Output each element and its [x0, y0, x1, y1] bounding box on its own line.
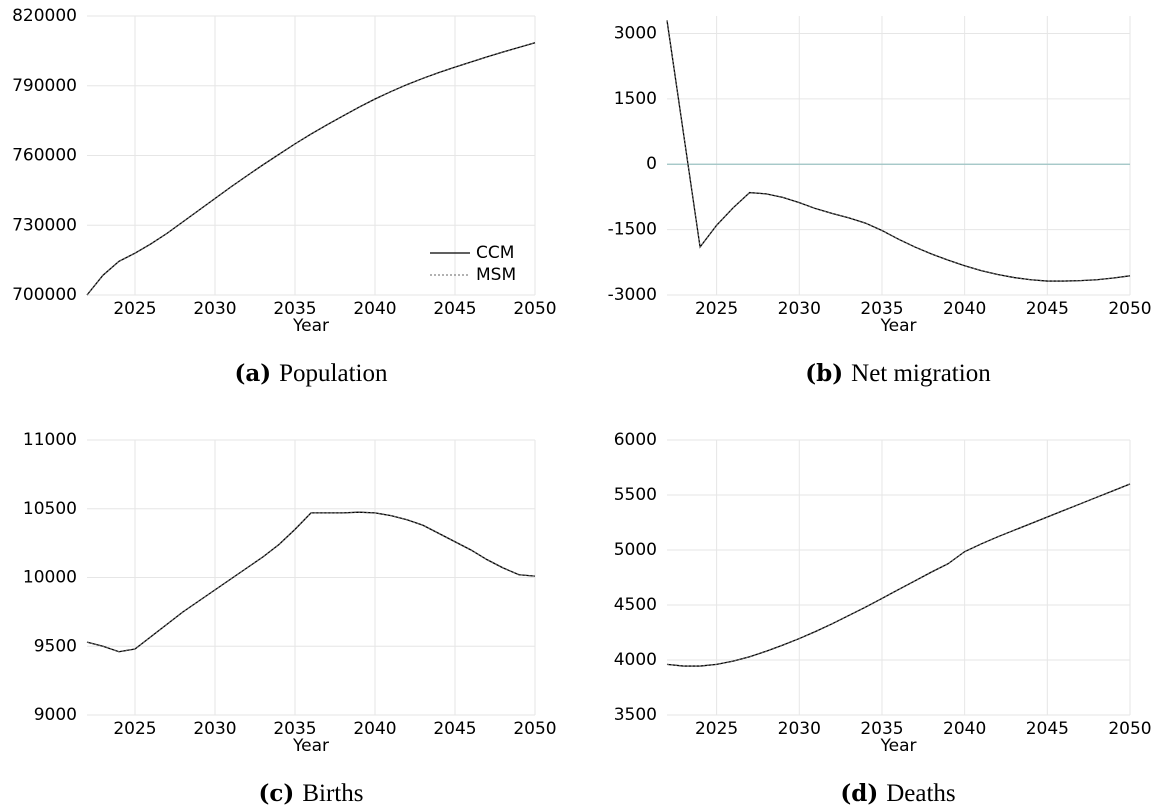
x-axis-label: Year [292, 316, 329, 336]
y-tick-label: 820000 [12, 6, 77, 26]
y-tick-label: 760000 [12, 146, 77, 166]
caption-label: (d) [840, 780, 878, 807]
y-tick-label: 790000 [12, 76, 77, 96]
x-tick-label: 2025 [113, 299, 156, 319]
y-tick-label: 10500 [23, 499, 77, 519]
y-tick-label: 730000 [12, 215, 77, 235]
x-tick-label: 2050 [513, 719, 556, 739]
x-axis-label: Year [880, 316, 917, 336]
y-tick-label: 5500 [614, 485, 657, 505]
y-tick-label: 700000 [12, 285, 77, 305]
caption: (c) Births [259, 780, 364, 807]
caption: (d) Deaths [840, 780, 955, 807]
y-tick-label: 5000 [614, 540, 657, 560]
x-tick-label: 2040 [353, 719, 396, 739]
x-tick-label: 2045 [433, 299, 476, 319]
x-tick-label: 2050 [1108, 299, 1151, 319]
caption-text: Net migration [851, 360, 991, 387]
series-line [666, 20, 1131, 282]
series-line [666, 20, 1131, 282]
series-line [86, 511, 536, 653]
y-tick-label: 9500 [34, 636, 77, 656]
y-tick-label: 4500 [614, 595, 657, 615]
x-tick-label: 2040 [943, 299, 986, 319]
caption-label: (a) [234, 360, 271, 387]
series-line [86, 511, 536, 653]
legend-label: CCM [476, 243, 514, 263]
x-axis-label: Year [292, 736, 329, 756]
x-axis-label: Year [880, 736, 917, 756]
y-tick-label: -3000 [608, 285, 657, 305]
x-tick-label: 2030 [778, 719, 821, 739]
x-tick-label: 2035 [273, 299, 316, 319]
y-tick-label: 1500 [614, 89, 657, 109]
y-tick-label: 10000 [23, 568, 77, 588]
legend-label: MSM [476, 265, 516, 285]
y-tick-label: 0 [646, 154, 657, 174]
x-tick-label: 2035 [860, 299, 903, 319]
caption: (b) Net migration [805, 360, 991, 387]
caption-text: Population [279, 360, 388, 387]
x-tick-label: 2050 [513, 299, 556, 319]
y-tick-label: 3500 [614, 705, 657, 725]
x-tick-label: 2025 [113, 719, 156, 739]
x-tick-label: 2045 [433, 719, 476, 739]
x-tick-label: 2030 [778, 299, 821, 319]
caption-label: (c) [259, 780, 295, 807]
x-tick-label: 2030 [193, 719, 236, 739]
subplot: 2025 2030 2035 2040 2045 2050 3500 4000 4500 5000… [614, 430, 1151, 807]
subplot: 2025 2030 2035 2040 2045 2050 9000 9500 10000 105… [23, 430, 557, 807]
y-tick-label: 11000 [23, 430, 77, 450]
x-tick-label: 2040 [943, 719, 986, 739]
caption: (a) Population [234, 360, 388, 387]
x-tick-label: 2040 [353, 299, 396, 319]
x-tick-label: 2045 [1026, 299, 1069, 319]
x-tick-label: 2050 [1108, 719, 1151, 739]
x-tick-label: 2035 [860, 719, 903, 739]
y-tick-label: 4000 [614, 650, 657, 670]
x-tick-label: 2035 [273, 719, 316, 739]
caption-label: (b) [805, 360, 843, 387]
subplot: 2025 2030 2035 2040 2045 2050 700000 730000 7600… [12, 6, 557, 387]
subplot: 2025 2030 2035 2040 2045 2050 -3000 -1500 0 1500 3… [608, 16, 1151, 387]
x-tick-label: 2025 [695, 299, 738, 319]
y-tick-label: 9000 [34, 705, 77, 725]
x-tick-label: 2030 [193, 299, 236, 319]
x-tick-label: 2025 [695, 719, 738, 739]
series-line [666, 483, 1131, 667]
caption-text: Births [302, 780, 363, 807]
caption-text: Deaths [886, 780, 955, 807]
y-tick-label: -1500 [608, 220, 657, 240]
x-tick-label: 2045 [1026, 719, 1069, 739]
y-tick-label: 6000 [614, 430, 657, 450]
series-line [86, 42, 536, 296]
y-tick-label: 3000 [614, 23, 657, 43]
series-line [86, 42, 536, 296]
